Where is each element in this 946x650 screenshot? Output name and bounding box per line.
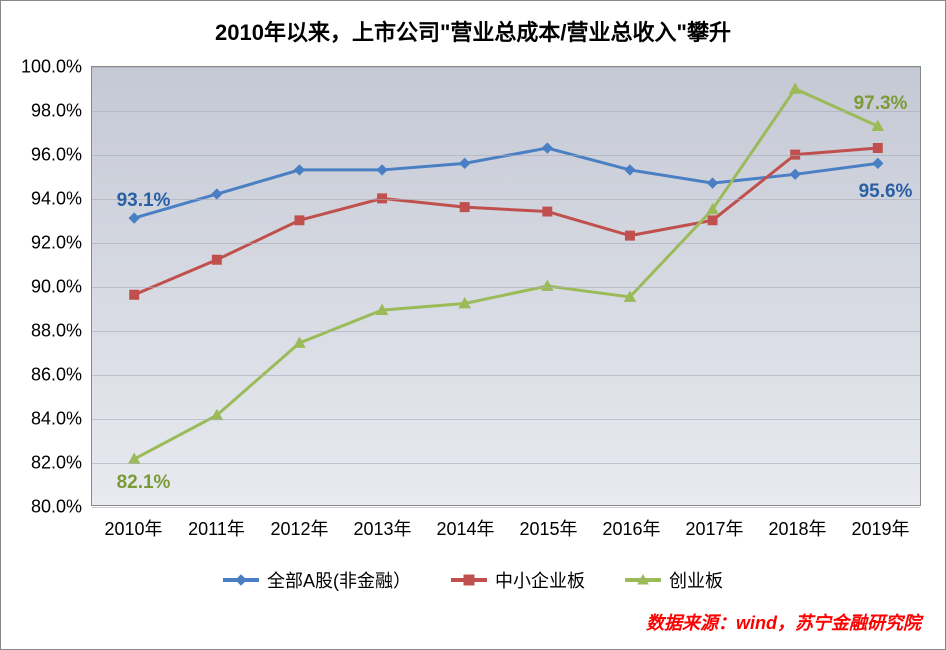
- grid-line: [92, 199, 920, 200]
- series-line: [134, 148, 878, 295]
- legend-item: 全部A股(非金融）: [223, 567, 411, 593]
- x-tick-label: 2019年: [851, 505, 909, 541]
- grid-line: [92, 463, 920, 464]
- legend-item: 中小企业板: [451, 567, 585, 593]
- grid-line: [92, 287, 920, 288]
- grid-line: [92, 375, 920, 376]
- legend-item: 创业板: [625, 567, 723, 593]
- y-tick-label: 96.0%: [31, 145, 92, 166]
- x-tick-label: 2017年: [685, 505, 743, 541]
- series-marker: [708, 178, 718, 188]
- y-tick-label: 100.0%: [21, 57, 92, 78]
- series-marker: [212, 255, 221, 264]
- series-marker: [377, 165, 387, 175]
- grid-line: [92, 67, 920, 68]
- y-tick-label: 92.0%: [31, 233, 92, 254]
- data-label: 82.1%: [117, 472, 171, 494]
- chart-container: 2010年以来，上市公司"营业总成本/营业总收入"攀升 80.0%82.0%84…: [0, 0, 946, 650]
- y-tick-label: 82.0%: [31, 453, 92, 474]
- triangle-icon: [636, 573, 650, 587]
- legend-label: 中小企业板: [495, 567, 585, 593]
- series-marker: [543, 207, 552, 216]
- grid-line: [92, 111, 920, 112]
- legend-swatch: [625, 578, 661, 582]
- y-tick-label: 88.0%: [31, 321, 92, 342]
- data-label: 97.3%: [854, 93, 908, 115]
- data-source: 数据来源：wind，苏宁金融研究院: [646, 609, 921, 635]
- series-marker: [460, 158, 470, 168]
- x-tick-label: 2012年: [270, 505, 328, 541]
- series-marker: [790, 169, 800, 179]
- series-marker: [460, 203, 469, 212]
- series-marker: [625, 231, 634, 240]
- grid-line: [92, 155, 920, 156]
- diamond-icon: [234, 573, 248, 587]
- legend-swatch: [223, 578, 259, 582]
- series-marker: [873, 158, 883, 168]
- y-tick-label: 80.0%: [31, 497, 92, 518]
- y-tick-label: 98.0%: [31, 101, 92, 122]
- series-marker: [542, 143, 552, 153]
- series-marker: [625, 165, 635, 175]
- square-icon: [462, 573, 476, 587]
- legend: 全部A股(非金融） 中小企业板 创业板: [1, 567, 945, 593]
- series-line: [134, 89, 878, 459]
- data-label: 95.6%: [859, 181, 913, 203]
- series-marker: [295, 216, 304, 225]
- y-tick-label: 90.0%: [31, 277, 92, 298]
- y-tick-label: 86.0%: [31, 365, 92, 386]
- data-label: 93.1%: [117, 190, 171, 212]
- series-marker: [294, 165, 304, 175]
- series-marker: [130, 290, 139, 299]
- y-tick-label: 94.0%: [31, 189, 92, 210]
- series-marker: [873, 144, 882, 153]
- legend-label: 全部A股(非金融）: [267, 567, 411, 593]
- x-tick-label: 2011年: [188, 505, 245, 541]
- x-tick-label: 2013年: [353, 505, 411, 541]
- grid-line: [92, 331, 920, 332]
- x-tick-label: 2018年: [768, 505, 826, 541]
- x-tick-label: 2014年: [436, 505, 494, 541]
- x-tick-label: 2016年: [602, 505, 660, 541]
- chart-svg: [92, 67, 920, 505]
- series-marker: [129, 213, 139, 223]
- x-tick-label: 2010年: [104, 505, 162, 541]
- grid-line: [92, 243, 920, 244]
- y-tick-label: 84.0%: [31, 409, 92, 430]
- series-marker: [212, 189, 222, 199]
- series-line: [134, 148, 878, 218]
- grid-line: [92, 419, 920, 420]
- chart-title: 2010年以来，上市公司"营业总成本/营业总收入"攀升: [1, 1, 945, 47]
- plot-area: 80.0%82.0%84.0%86.0%88.0%90.0%92.0%94.0%…: [91, 66, 921, 506]
- legend-label: 创业板: [669, 567, 723, 593]
- legend-swatch: [451, 578, 487, 582]
- series-marker: [708, 216, 717, 225]
- series-marker: [790, 83, 801, 93]
- x-tick-label: 2015年: [519, 505, 577, 541]
